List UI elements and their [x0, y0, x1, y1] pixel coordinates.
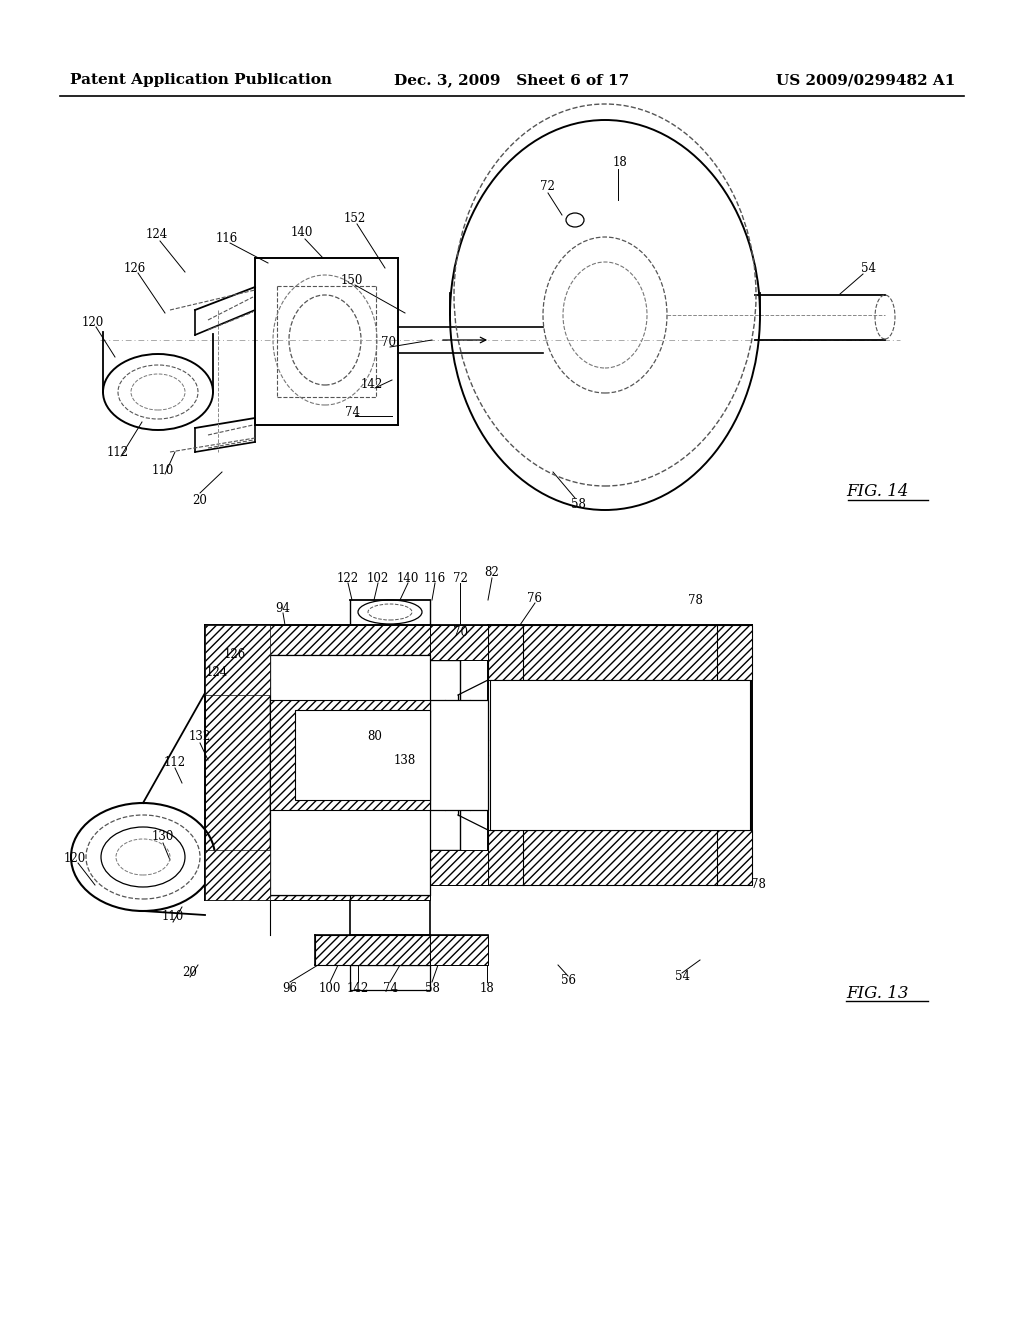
- Text: FIG. 14: FIG. 14: [847, 483, 909, 500]
- Bar: [488, 830, 752, 884]
- Text: 18: 18: [479, 982, 495, 994]
- Bar: [295, 710, 430, 800]
- Text: 94: 94: [275, 602, 291, 615]
- Text: 150: 150: [341, 273, 364, 286]
- Bar: [488, 624, 752, 680]
- Text: 82: 82: [484, 566, 500, 579]
- Text: 18: 18: [612, 157, 628, 169]
- Bar: [430, 935, 488, 965]
- Text: 54: 54: [860, 261, 876, 275]
- Text: 58: 58: [570, 498, 586, 511]
- Text: 122: 122: [337, 572, 359, 585]
- Text: 70: 70: [453, 627, 468, 639]
- Text: Patent Application Publication: Patent Application Publication: [70, 73, 332, 87]
- Text: 124: 124: [206, 665, 228, 678]
- Text: 120: 120: [63, 851, 86, 865]
- Bar: [205, 624, 270, 696]
- Text: 74: 74: [344, 405, 359, 418]
- Text: 126: 126: [224, 648, 246, 661]
- Bar: [315, 935, 430, 965]
- Text: 78: 78: [751, 879, 765, 891]
- Text: Dec. 3, 2009   Sheet 6 of 17: Dec. 3, 2009 Sheet 6 of 17: [394, 73, 630, 87]
- Bar: [205, 624, 270, 900]
- Text: 130: 130: [152, 830, 174, 843]
- Text: 112: 112: [106, 446, 129, 458]
- Text: 124: 124: [145, 228, 168, 242]
- Text: 116: 116: [216, 231, 239, 244]
- Text: 138: 138: [394, 754, 416, 767]
- Text: 102: 102: [367, 572, 389, 585]
- Bar: [205, 870, 430, 900]
- Text: 72: 72: [540, 181, 554, 194]
- Text: 96: 96: [283, 982, 298, 994]
- Text: 70: 70: [381, 337, 395, 350]
- Text: 126: 126: [124, 261, 146, 275]
- Text: 58: 58: [425, 982, 439, 994]
- Text: 112: 112: [164, 756, 186, 770]
- Text: 20: 20: [182, 966, 198, 979]
- Bar: [205, 850, 270, 900]
- Bar: [430, 624, 488, 660]
- Bar: [270, 655, 430, 895]
- Text: 80: 80: [368, 730, 382, 743]
- Text: 152: 152: [344, 211, 367, 224]
- Text: 54: 54: [675, 970, 689, 983]
- Bar: [490, 680, 750, 830]
- Text: 140: 140: [397, 572, 419, 585]
- Bar: [430, 700, 488, 810]
- Text: FIG. 13: FIG. 13: [847, 985, 909, 1002]
- Text: 132: 132: [188, 730, 211, 743]
- Text: 100: 100: [318, 982, 341, 994]
- Text: 20: 20: [193, 494, 208, 507]
- Bar: [430, 850, 488, 884]
- Bar: [270, 700, 430, 810]
- Text: 74: 74: [383, 982, 397, 994]
- Bar: [205, 624, 430, 655]
- Text: 78: 78: [687, 594, 702, 606]
- Text: 76: 76: [527, 591, 543, 605]
- Text: 72: 72: [453, 572, 467, 585]
- Text: 116: 116: [424, 572, 446, 585]
- Text: 110: 110: [152, 463, 174, 477]
- Text: US 2009/0299482 A1: US 2009/0299482 A1: [775, 73, 955, 87]
- Text: 120: 120: [82, 315, 104, 329]
- Text: 142: 142: [360, 379, 383, 392]
- Text: 140: 140: [291, 227, 313, 239]
- Text: 142: 142: [347, 982, 369, 994]
- Text: 56: 56: [560, 974, 575, 986]
- Text: 110: 110: [162, 911, 184, 924]
